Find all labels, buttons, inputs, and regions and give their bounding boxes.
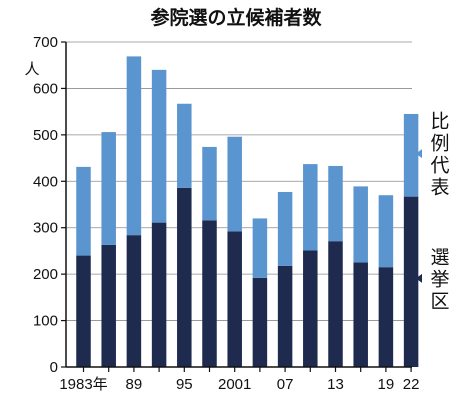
bar-hirei-2 — [126, 56, 142, 236]
bar-senkyoku-0 — [76, 255, 91, 367]
bar-senkyoku-1 — [101, 244, 116, 367]
x-tick-label-12: 19 — [378, 376, 395, 393]
chart-title: 参院選の立候補者数 — [150, 6, 322, 29]
bar-hirei-13 — [403, 113, 419, 197]
x-tick-label-4: 95 — [176, 376, 193, 393]
y-axis-ticks: 0 100 200 300 400 500 600 700 — [33, 34, 66, 376]
legend-marker-senkyoku — [416, 273, 422, 283]
bar-hirei-3 — [151, 69, 167, 223]
y-unit-label: 人 — [24, 60, 39, 78]
y-tick-label-300: 300 — [33, 220, 58, 237]
x-tick-label-8: 07 — [277, 376, 294, 393]
bar-senkyoku-8 — [277, 265, 293, 367]
bar-senkyoku-2 — [126, 235, 142, 367]
bar-senkyoku-6 — [227, 231, 242, 367]
y-tick-label-500: 500 — [33, 127, 58, 144]
bar-senkyoku-9 — [303, 250, 318, 367]
x-axis-ticks: 1983年 89 95 2001 07 13 19 22 — [59, 367, 419, 393]
bar-senkyoku-4 — [177, 187, 192, 367]
bar-hirei-10 — [328, 165, 343, 242]
x-tick-label-10: 13 — [327, 376, 344, 393]
bar-senkyoku-10 — [328, 241, 343, 367]
bar-senkyoku-11 — [353, 262, 368, 367]
y-tick-label-100: 100 — [33, 313, 58, 330]
x-tick-label-0: 1983年 — [59, 376, 107, 393]
bar-senkyoku-13 — [403, 196, 419, 367]
y-tick-label-0: 0 — [50, 359, 58, 376]
y-tick-label-400: 400 — [33, 173, 58, 190]
bar-hirei-12 — [378, 195, 394, 268]
bar-senkyoku-3 — [151, 222, 167, 367]
x-tick-label-2: 89 — [126, 376, 143, 393]
bar-senkyoku-7 — [252, 277, 268, 367]
bar-hirei-9 — [303, 164, 318, 251]
y-tick-label-200: 200 — [33, 266, 58, 283]
bar-hirei-0 — [76, 166, 91, 256]
y-tick-label-700: 700 — [33, 34, 58, 51]
bar-hirei-5 — [202, 146, 217, 221]
y-tick-label-600: 600 — [33, 80, 58, 97]
legend-label-senkyoku: 選挙区 — [430, 246, 449, 312]
legend-marker-hirei — [416, 149, 422, 159]
legend-label-hirei: 比例代表 — [430, 111, 449, 199]
bar-senkyoku-12 — [378, 267, 394, 367]
x-tick-label-13: 22 — [403, 376, 420, 393]
bar-hirei-8 — [277, 191, 293, 266]
bar-senkyoku-5 — [202, 220, 217, 367]
x-tick-label-6: 2001 — [218, 376, 251, 393]
bar-hirei-7 — [252, 218, 268, 278]
bars — [76, 56, 419, 367]
bar-hirei-4 — [177, 103, 192, 188]
bar-hirei-6 — [227, 136, 242, 232]
bar-hirei-11 — [353, 186, 368, 263]
bar-hirei-1 — [101, 132, 116, 245]
